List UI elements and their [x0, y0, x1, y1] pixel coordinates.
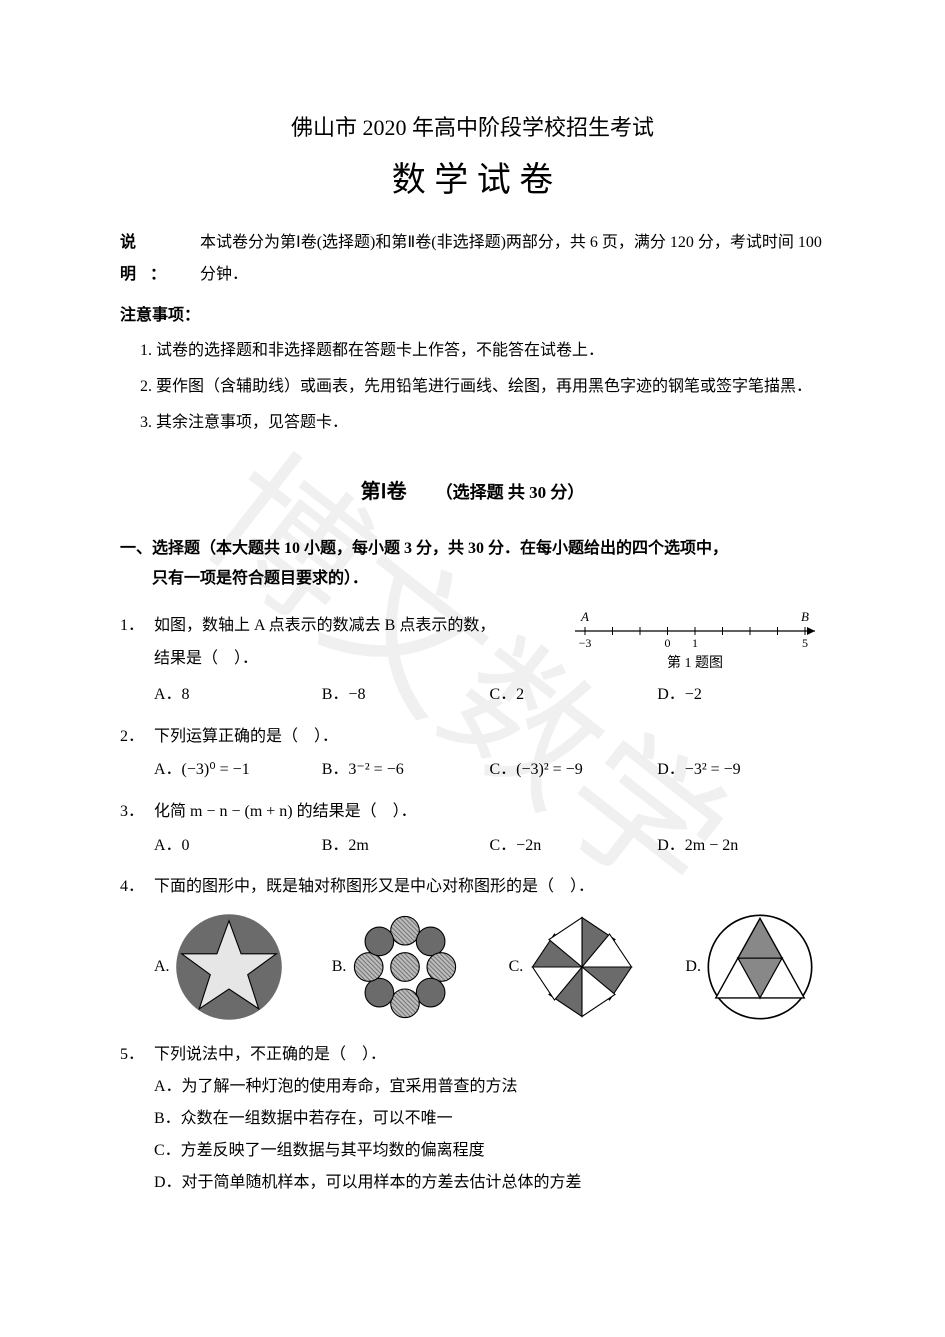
q4-fig-a: A.: [154, 912, 284, 1022]
svg-text:A: A: [580, 609, 589, 624]
q4-label-b: B.: [332, 950, 347, 984]
q4-label-c: C.: [509, 950, 524, 984]
svg-text:−3: −3: [579, 636, 592, 649]
svg-text:1: 1: [692, 636, 698, 649]
triangle-in-circle-icon: [705, 912, 815, 1022]
q2-stem: 下列运算正确的是（ ）．: [154, 720, 825, 754]
section-desc: （选择题 共 30 分）: [436, 483, 585, 502]
q3-opt-d: D．2m − 2n: [657, 829, 825, 863]
q1-opt-d: D．−2: [657, 678, 825, 712]
instructions-label-text: 说明: [120, 234, 150, 283]
svg-text:5: 5: [802, 636, 808, 649]
q5-opt-b: B．众数在一组数据中若存在，可以不唯一: [154, 1103, 825, 1135]
q4-label-d: D.: [685, 950, 701, 984]
q3-num: 3．: [120, 795, 154, 829]
q4-fig-d: D.: [685, 912, 815, 1022]
q5-stem: 下列说法中，不正确的是（ ）．: [154, 1038, 825, 1072]
q5-num: 5．: [120, 1038, 154, 1072]
q1-opt-a: A．8: [154, 678, 322, 712]
q3-opt-a: A．0: [154, 829, 322, 863]
part1-line1: 一、选择题（本大题共 10 小题，每小题 3 分，共 30 分．在每小题给出的四…: [120, 540, 728, 557]
q1-options: A．8 B．−8 C．2 D．−2: [120, 678, 825, 712]
instructions-label: 说明：: [120, 227, 200, 291]
q2-num: 2．: [120, 720, 154, 754]
q2-opt-d: D．−3² = −9: [657, 753, 825, 787]
question-3: 3． 化简 m − n − (m + n) 的结果是（ ）． A．0 B．2m …: [120, 795, 825, 862]
notice-label: 注意事项：: [120, 301, 825, 325]
q5-opt-c: C．方差反映了一组数据与其平均数的偏离程度: [154, 1135, 825, 1167]
q1-opt-c: C．2: [490, 678, 658, 712]
q2-opt-b: B．3⁻² = −6: [322, 753, 490, 787]
star-in-circle-icon: [174, 912, 284, 1022]
question-1: 1． 如图，数轴上 A 点表示的数减去 B 点表示的数， 结果是（ ）．: [120, 609, 825, 712]
section-volume: 第Ⅰ卷: [361, 481, 407, 503]
q4-fig-c: C.: [509, 912, 638, 1022]
q4-figures: A. B.: [120, 904, 825, 1030]
exam-title: 数 学 试 卷: [120, 152, 825, 201]
pinwheel-icon: [527, 912, 637, 1022]
part1-line2: 只有一项是符合题目要求的）．: [120, 564, 825, 594]
exam-header: 佛山市 2020 年高中阶段学校招生考试: [120, 110, 825, 142]
notice-item-1: 1. 试卷的选择题和非选择题都在答题卡上作答，不能答在试卷上．: [120, 335, 825, 367]
q1-stem2: 结果是（ ）．: [154, 642, 565, 676]
q5-opt-d: D．对于简单随机样本，可以用样本的方差去估计总体的方差: [154, 1167, 825, 1199]
q4-num: 4．: [120, 870, 154, 904]
q3-opt-c: C．−2n: [490, 829, 658, 863]
q4-label-a: A.: [154, 950, 170, 984]
q2-options: A．(−3)⁰ = −1 B．3⁻² = −6 C．(−3)² = −9 D．−…: [120, 753, 825, 787]
q4-stem: 下面的图形中，既是轴对称图形又是中心对称图形的是（ ）．: [154, 870, 825, 904]
q1-figure: −3 0 1 5 A B 第 1 题图: [565, 609, 825, 678]
q2-opt-a: A．(−3)⁰ = −1: [154, 753, 322, 787]
q3-stem: 化简 m − n − (m + n) 的结果是（ ）．: [154, 795, 825, 829]
svg-text:0: 0: [665, 636, 671, 649]
instructions-text: 本试卷分为第Ⅰ卷(选择题)和第Ⅱ卷(非选择题)两部分，共 6 页，满分 120 …: [200, 227, 825, 291]
part1-header: 一、选择题（本大题共 10 小题，每小题 3 分，共 30 分．在每小题给出的四…: [120, 534, 825, 595]
number-line-svg: −3 0 1 5 A B: [565, 609, 825, 649]
instructions-row: 说明： 本试卷分为第Ⅰ卷(选择题)和第Ⅱ卷(非选择题)两部分，共 6 页，满分 …: [120, 227, 825, 291]
question-2: 2． 下列运算正确的是（ ）． A．(−3)⁰ = −1 B．3⁻² = −6 …: [120, 720, 825, 787]
q3-opt-b: B．2m: [322, 829, 490, 863]
q2-opt-c: C．(−3)² = −9: [490, 753, 658, 787]
page-content: 佛山市 2020 年高中阶段学校招生考试 数 学 试 卷 说明： 本试卷分为第Ⅰ…: [120, 110, 825, 1199]
question-5: 5． 下列说法中，不正确的是（ ）． A．为了解一种灯泡的使用寿命，宜采用普查的…: [120, 1038, 825, 1200]
svg-text:B: B: [801, 609, 809, 624]
q5-opt-a: A．为了解一种灯泡的使用寿命，宜采用普查的方法: [154, 1071, 825, 1103]
q1-num: 1．: [120, 609, 154, 643]
q3-options: A．0 B．2m C．−2n D．2m − 2n: [120, 829, 825, 863]
section-header: 第Ⅰ卷 （选择题 共 30 分）: [120, 475, 825, 504]
q1-stem1: 如图，数轴上 A 点表示的数减去 B 点表示的数，: [154, 609, 565, 643]
q5-options: A．为了解一种灯泡的使用寿命，宜采用普查的方法 B．众数在一组数据中若存在，可以…: [120, 1071, 825, 1199]
q1-figure-caption: 第 1 题图: [565, 649, 825, 678]
question-4: 4． 下面的图形中，既是轴对称图形又是中心对称图形的是（ ）． A. B.: [120, 870, 825, 1030]
q4-fig-b: B.: [332, 912, 461, 1022]
q1-opt-b: B．−8: [322, 678, 490, 712]
notice-item-2: 2. 要作图（含辅助线）或画表，先用铅笔进行画线、绘图，再用黑色字迹的钢笔或签字…: [120, 371, 825, 403]
flower-circles-icon: [350, 912, 460, 1022]
notice-item-3: 3. 其余注意事项，见答题卡．: [120, 407, 825, 439]
